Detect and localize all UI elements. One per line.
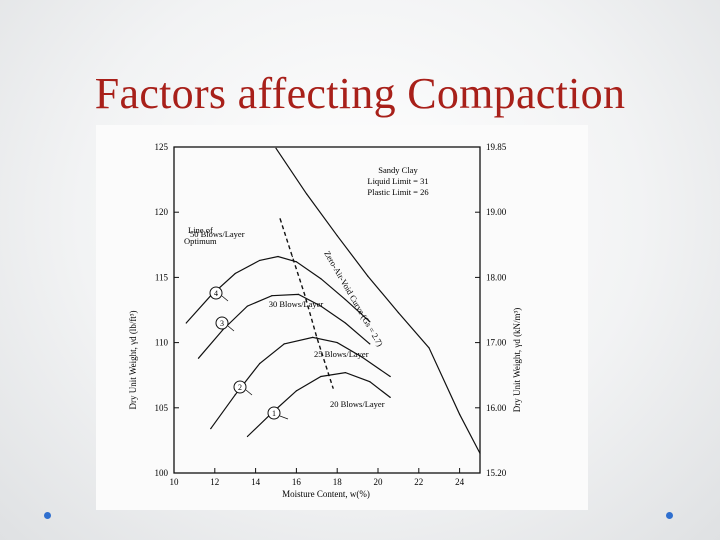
series-label-5-line-1: Line of (188, 225, 213, 235)
series-2-point-2 (259, 362, 261, 365)
x-tick-label-4: 18 (333, 477, 343, 487)
series-2-point-4 (312, 336, 314, 338)
series-3-point-6 (389, 396, 391, 398)
series-0-point-3 (259, 259, 261, 262)
series-marker-number-3: 1 (272, 409, 276, 418)
series-4-point-6 (459, 413, 461, 415)
legend-liquid-limit: Liquid Limit = 31 (367, 176, 428, 186)
y-tick-label-right-2: 17.00 (486, 338, 507, 348)
series-label-0: 50 Blows/Layer (190, 229, 245, 239)
series-4-point-0 (275, 147, 277, 149)
series-0-point-8 (369, 321, 371, 323)
x-tick-label-0: 10 (170, 477, 180, 487)
series-label-3: 20 Blows/Layer (330, 399, 385, 409)
series-4-point-5 (428, 347, 430, 349)
slide-bullet-right (666, 512, 673, 519)
compaction-chart: 10 12 14 16 18 20 22 24 10010511011512012515.20… (128, 142, 522, 499)
series-3-point-2 (295, 390, 297, 392)
series-marker-leader-2 (245, 389, 253, 396)
y-tick-label-right-0: 15.20 (486, 468, 507, 478)
series-5-point-3 (316, 336, 318, 338)
series-marker-number-2: 2 (238, 383, 242, 392)
series-1-point-3 (271, 295, 273, 297)
y-tick-label-right-3: 18.00 (486, 272, 507, 282)
series-2-point-3 (283, 343, 285, 345)
series-2-point-7 (389, 375, 391, 378)
series-3-point-4 (344, 371, 346, 374)
series-0-point-4 (277, 255, 279, 258)
series-line-4 (275, 147, 481, 454)
series-0-point-6 (320, 278, 322, 280)
compaction-chart-figure: 10 12 14 16 18 20 22 24 100 105 110 115 120 125 15.20… (96, 125, 588, 510)
y-axis-label-left: Dry Unit Weight, γd (lb/ft³) (128, 310, 138, 409)
series-marker-circle-0 (209, 286, 223, 300)
y-tick-label-left-3: 115 (155, 272, 169, 282)
series-4-point-1 (306, 193, 308, 195)
series-4-point-4 (397, 312, 399, 314)
y-tick-label-left-1: 105 (155, 403, 169, 413)
x-tick-label-2: 14 (251, 477, 261, 487)
y-tick-label-right-5: 19.85 (486, 142, 507, 152)
y-tick-label-right-4: 19.00 (486, 207, 507, 217)
series-label-5-line-2: Optimum (184, 236, 217, 246)
series-marker-leader-3 (279, 415, 289, 420)
series-5-point-1 (291, 255, 293, 258)
series-3-point-0 (246, 435, 249, 438)
series-1-point-6 (344, 322, 346, 324)
series-1-point-4 (297, 293, 300, 295)
series-5-point-2 (303, 293, 306, 295)
series-marker-circle-1 (215, 316, 229, 330)
series-marker-number-0: 4 (214, 289, 218, 298)
series-5-point-0 (279, 218, 281, 220)
series-0-point-0 (185, 322, 187, 324)
series-1-point-2 (246, 305, 249, 307)
series-marker-circle-2 (233, 380, 247, 394)
series-1-point-0 (197, 357, 200, 359)
y-tick-label-left-0: 100 (155, 468, 169, 478)
y-axis-label-right: Dry Unit Weight, γd (kN/m³) (512, 308, 522, 413)
legend-soil-type: Sandy Clay (378, 165, 418, 175)
series-label-4: Zero-Air-Void Curve (Gs = 2.7) (322, 249, 385, 348)
series-marker-leader-1 (227, 325, 235, 332)
series-2-point-0 (210, 428, 212, 430)
y-tick-label-left-2: 110 (155, 338, 169, 348)
series-3-point-5 (369, 381, 371, 383)
slide-bullet-left (44, 512, 51, 519)
x-tick-label-3: 16 (292, 477, 302, 487)
series-marker-number-1: 3 (220, 319, 224, 328)
series-4-point-2 (336, 235, 338, 237)
x-tick-label-6: 22 (414, 477, 423, 487)
series-5-point-4 (332, 387, 334, 389)
series-4-point-7 (479, 452, 481, 455)
x-tick-label-5: 20 (374, 477, 384, 487)
series-label-1: 30 Blows/Layer (269, 299, 324, 309)
slide-title: Factors affecting Compaction (94, 69, 626, 118)
series-2-point-6 (361, 356, 363, 358)
series-3-point-3 (320, 375, 322, 378)
x-axis-label: Moisture Content, w(%) (282, 489, 370, 499)
series-marker-circle-3 (267, 406, 281, 420)
series-4-point-3 (367, 275, 369, 277)
series-0-point-2 (234, 272, 236, 275)
series-label-2: 25 Blows/Layer (314, 349, 369, 359)
series-2-point-1 (234, 394, 236, 396)
series-marker-leader-0 (221, 295, 229, 302)
legend-plastic-limit: Plastic Limit = 26 (367, 187, 428, 197)
x-tick-label-1: 12 (210, 477, 219, 487)
y-tick-label-right-1: 16.00 (486, 403, 507, 413)
series-2-point-5 (336, 342, 338, 344)
y-tick-label-left-4: 120 (155, 207, 169, 217)
x-tick-label-7: 24 (455, 477, 465, 487)
y-tick-label-left-5: 125 (155, 142, 169, 152)
series-1-point-7 (369, 343, 371, 345)
plot-frame (173, 146, 481, 474)
series-1-point-5 (320, 305, 322, 307)
series-0-point-5 (295, 261, 297, 263)
series-0-point-7 (344, 298, 346, 301)
